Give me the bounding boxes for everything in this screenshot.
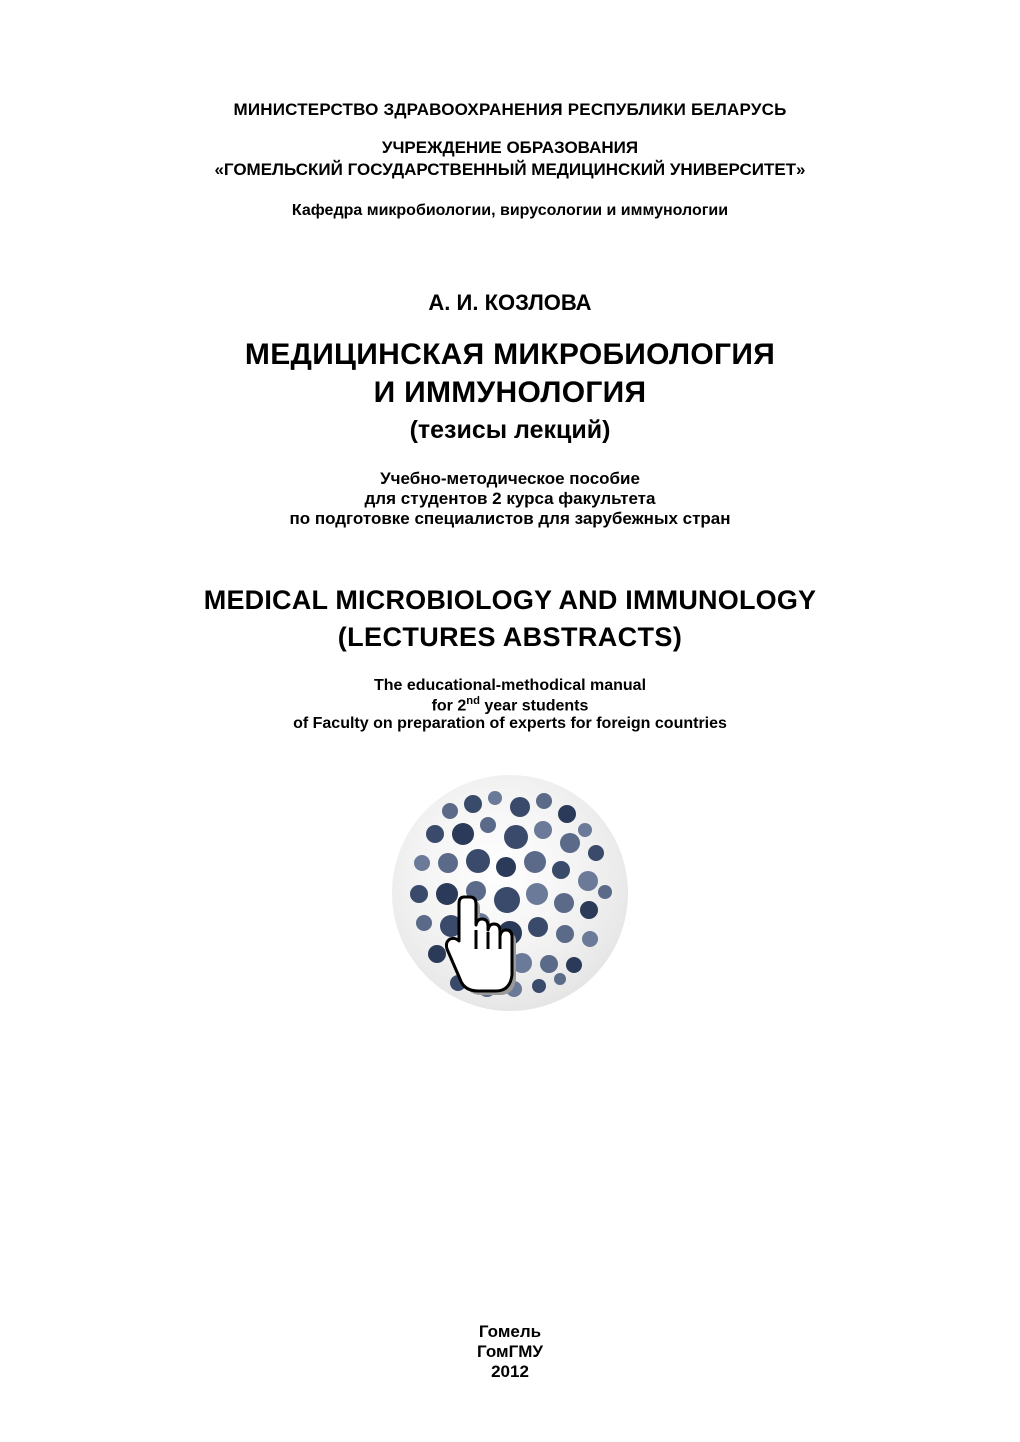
cell-dot (556, 925, 574, 943)
cell-dot (496, 857, 516, 877)
cell-dot (588, 845, 604, 861)
author-name: А. И. КОЗЛОВА (90, 290, 930, 316)
desc-ru-line1: Учебно-методическое пособие (90, 469, 930, 489)
cell-dot (466, 881, 486, 901)
cell-dot (512, 953, 532, 973)
imprint-year: 2012 (90, 1362, 930, 1382)
institution-name: «ГОМЕЛЬСКИЙ ГОСУДАРСТВЕННЫЙ МЕДИЦИНСКИЙ … (90, 160, 930, 180)
cell-dot (528, 917, 548, 937)
cell-dot (526, 883, 548, 905)
cell-dot (466, 849, 490, 873)
cell-dot (464, 795, 482, 813)
cell-dot (598, 885, 612, 899)
cell-dot (428, 945, 446, 963)
cell-dot (554, 893, 574, 913)
cell-dot (566, 957, 582, 973)
desc-ru-line3: по подготовке специалистов для зарубежны… (90, 509, 930, 529)
cell-dot (488, 791, 502, 805)
desc-en-line2: for 2nd year students (90, 695, 930, 715)
cell-dot (580, 901, 598, 919)
desc-en-line1: The educational-methodical manual (90, 677, 930, 695)
institution-label: УЧРЕЖДЕНИЕ ОБРАЗОВАНИЯ (90, 138, 930, 158)
cell-dot (498, 921, 522, 945)
cell-dot (494, 887, 520, 913)
cell-dot (534, 821, 552, 839)
cell-dot (482, 951, 504, 973)
desc-ru-line2: для студентов 2 курса факультета (90, 489, 930, 509)
cell-dot (450, 975, 466, 991)
cell-dot (414, 855, 430, 871)
cell-dot (416, 915, 432, 931)
desc-en-2-prefix: for 2 (432, 697, 467, 714)
cell-dot (536, 793, 552, 809)
ministry-line: МИНИСТЕРСТВО ЗДРАВООХРАНЕНИЯ РЕСПУБЛИКИ … (90, 100, 930, 120)
title-en-line2: (LECTURES ABSTRACTS) (90, 622, 930, 653)
ordinal-superscript: nd (466, 695, 480, 707)
cell-dot (554, 973, 566, 985)
cell-dot (438, 853, 458, 873)
cell-dot (510, 797, 530, 817)
cell-dot (582, 931, 598, 947)
desc-en-line3: of Faculty on preparation of experts for… (90, 715, 930, 733)
title-ru-line2: И ИММУНОЛОГИЯ (90, 376, 930, 410)
desc-en-2-suffix: year students (480, 697, 588, 714)
cell-dot (480, 817, 496, 833)
cell-dot (504, 825, 528, 849)
cell-dot (440, 915, 462, 937)
subtitle-ru: (тезисы лекций) (90, 416, 930, 445)
cell-dot (552, 861, 570, 879)
header-block: МИНИСТЕРСТВО ЗДРАВООХРАНЕНИЯ РЕСПУБЛИКИ … (90, 100, 930, 773)
petri-dish-graphic (392, 775, 628, 1011)
cell-dot (454, 947, 474, 967)
cell-dot (532, 979, 546, 993)
cell-dot (452, 823, 474, 845)
cell-dot (470, 913, 490, 933)
cell-dot (410, 885, 428, 903)
title-en-line1: MEDICAL MICROBIOLOGY AND IMMUNOLOGY (90, 585, 930, 616)
cell-dot (478, 979, 496, 997)
cell-dot (560, 833, 580, 853)
cell-dot (524, 851, 546, 873)
imprint-publisher: ГомГМУ (90, 1342, 930, 1362)
cell-dot (578, 871, 598, 891)
cell-dot (540, 955, 558, 973)
cover-illustration (390, 773, 630, 1013)
imprint-block: Гомель ГомГМУ 2012 (90, 1322, 930, 1382)
title-ru-line1: МЕДИЦИНСКАЯ МИКРОБИОЛОГИЯ (90, 338, 930, 372)
cell-dot (578, 823, 592, 837)
cell-dot (558, 805, 576, 823)
imprint-city: Гомель (90, 1322, 930, 1342)
cell-dot (442, 803, 458, 819)
illustration-container (90, 773, 930, 1013)
department-line: Кафедра микробиологии, вирусологии и имм… (90, 202, 930, 220)
cell-dot (436, 883, 458, 905)
cell-dot (506, 981, 522, 997)
cell-dot (426, 825, 444, 843)
